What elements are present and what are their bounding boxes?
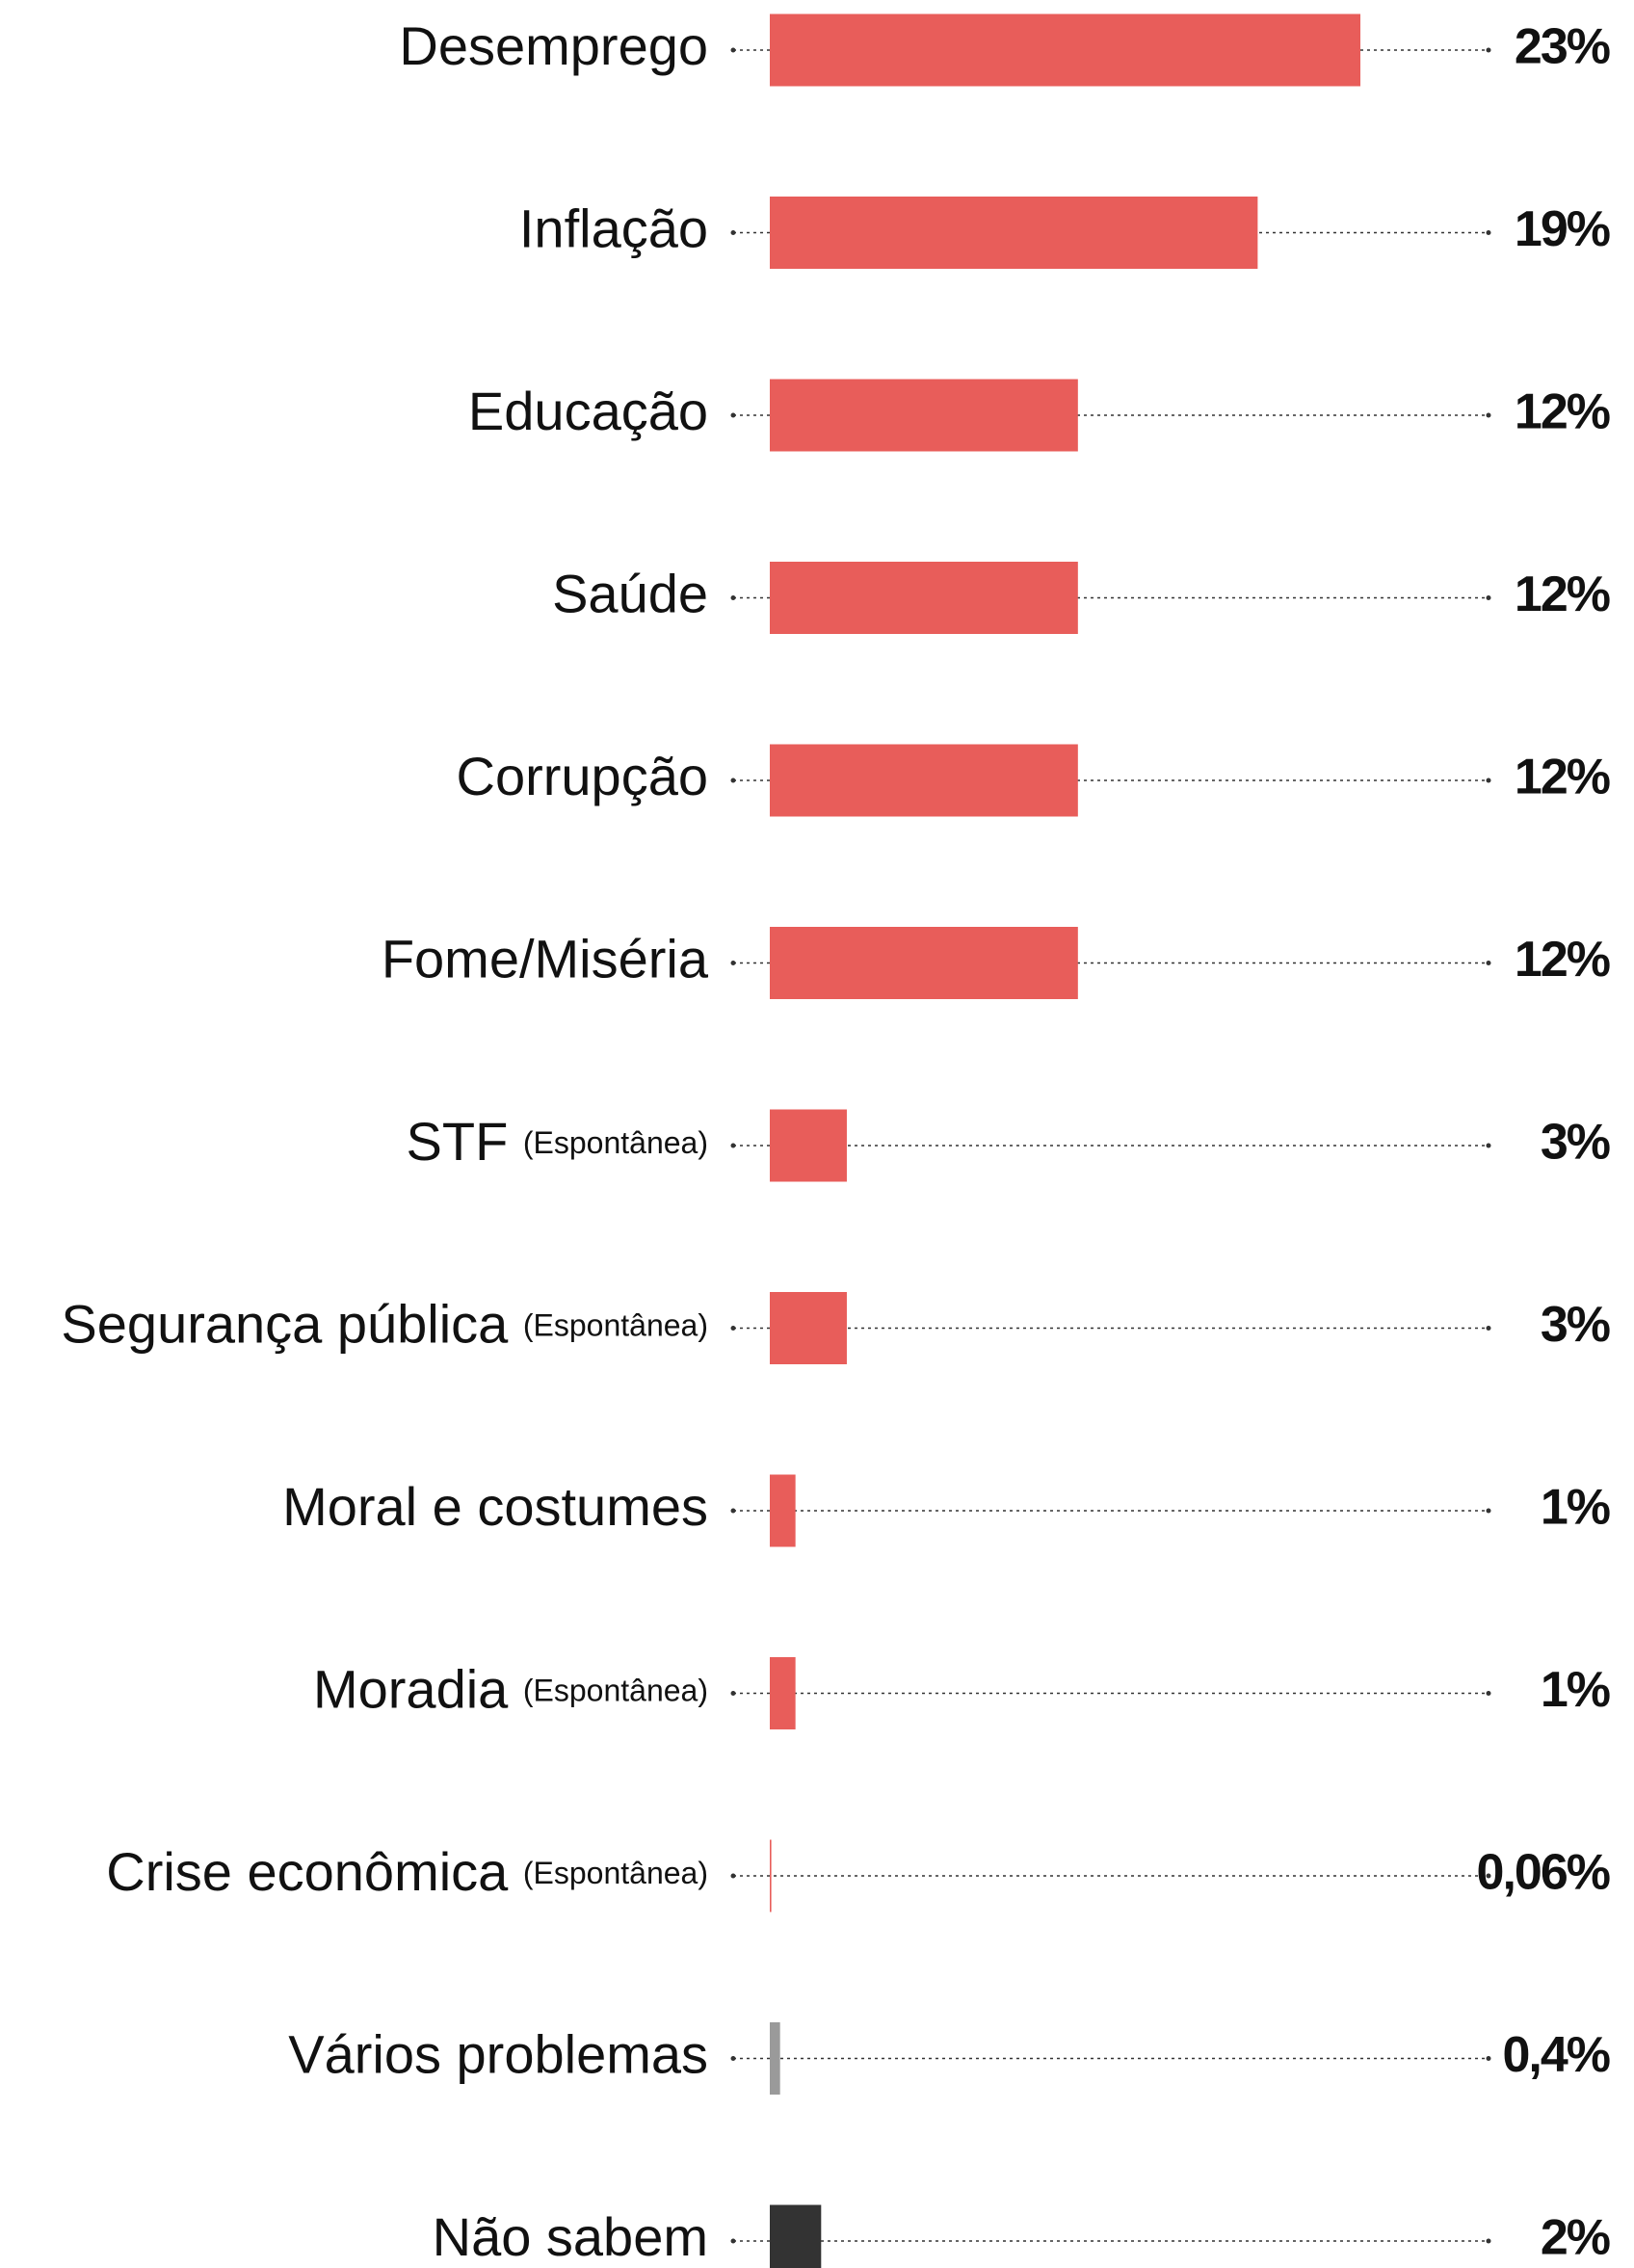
leader-dot [730, 2056, 736, 2061]
leader-dot [1486, 2238, 1491, 2244]
leader-dot [1486, 1873, 1491, 1879]
category-name: Moradia [313, 1658, 509, 1719]
leader-dot [1486, 230, 1491, 235]
category-label: Saúde [552, 563, 708, 623]
leader-dot [730, 1691, 736, 1696]
value-label: 2% [1541, 2210, 1610, 2266]
leader-dot [1486, 1508, 1491, 1514]
leader-dot [730, 412, 736, 418]
leader-dot [1486, 2056, 1491, 2061]
category-note: (Espontânea) [523, 1856, 708, 1890]
category-label: Segurança pública (Espontânea) [61, 1293, 708, 1354]
category-label: Crise econômica (Espontânea) [106, 1841, 708, 1902]
value-label: 12% [1515, 567, 1610, 622]
category-name: Desemprego [399, 15, 708, 76]
leader-dot [1486, 961, 1491, 965]
leader-dot [730, 230, 736, 235]
leader-dot [730, 1143, 736, 1148]
category-label: Corrupção [457, 746, 708, 806]
leader-dot [1486, 595, 1491, 600]
bar [770, 927, 1078, 999]
value-label: 19% [1515, 201, 1610, 257]
category-note: (Espontânea) [523, 1125, 708, 1160]
category-name: Educação [468, 381, 708, 441]
leader-dot [1486, 47, 1491, 53]
leader-dot [1486, 412, 1491, 418]
leader-dot [730, 47, 736, 53]
category-label: Moradia (Espontânea) [313, 1658, 708, 1719]
bar [770, 1657, 796, 1729]
category-label: Moral e costumes [282, 1476, 708, 1537]
bar [770, 1474, 796, 1547]
bar [770, 379, 1078, 452]
value-label: 3% [1541, 1115, 1610, 1171]
leader-dot [730, 1508, 736, 1514]
leader-dot [1486, 1326, 1491, 1331]
value-label: 12% [1515, 932, 1610, 988]
value-label: 1% [1541, 1480, 1610, 1536]
leader-dot [730, 778, 736, 783]
category-label: Não sabem [433, 2206, 708, 2267]
category-name: Fome/Miséria [382, 928, 709, 989]
category-name: Inflação [519, 198, 708, 258]
category-label: Inflação [519, 198, 708, 258]
leader-dot [1486, 778, 1491, 783]
category-name: Moral e costumes [282, 1476, 708, 1537]
value-label: 23% [1515, 19, 1610, 75]
category-label: Fome/Miséria [382, 928, 709, 989]
bar [770, 2022, 780, 2095]
category-space [508, 1293, 523, 1354]
category-name: STF [407, 1111, 509, 1172]
value-label: 1% [1541, 1662, 1610, 1718]
value-label: 3% [1541, 1297, 1610, 1353]
bar [770, 1109, 847, 1182]
leader-dot [730, 961, 736, 965]
bar [770, 2204, 822, 2268]
value-label: 0,06% [1477, 1845, 1610, 1901]
category-name: Corrupção [457, 746, 708, 806]
category-note: (Espontânea) [523, 1674, 708, 1708]
leader-dot [1486, 1691, 1491, 1696]
leader-dot [730, 1326, 736, 1331]
category-name: Crise econômica [106, 1841, 509, 1902]
bar [770, 562, 1078, 634]
leader-dot [730, 595, 736, 600]
category-label: Vários problemas [288, 2023, 708, 2084]
value-label: 12% [1515, 750, 1610, 805]
category-label: STF (Espontânea) [407, 1111, 708, 1172]
category-space [508, 1841, 523, 1902]
value-label: 12% [1515, 384, 1610, 440]
value-label: 0,4% [1502, 2027, 1609, 2083]
category-space [508, 1111, 523, 1172]
leader-dot [1486, 1143, 1491, 1148]
leader-dot [730, 1873, 736, 1879]
category-label: Desemprego [399, 15, 708, 76]
bar [770, 13, 1360, 87]
category-name: Saúde [552, 563, 708, 623]
category-name: Segurança pública [61, 1293, 509, 1354]
leader-dot [730, 2238, 736, 2244]
bar [770, 1292, 847, 1364]
bar [770, 1839, 772, 1912]
category-name: Não sabem [433, 2206, 708, 2267]
category-note: (Espontânea) [523, 1308, 708, 1343]
bar [770, 197, 1258, 269]
category-space [508, 1658, 523, 1719]
category-name: Vários problemas [288, 2023, 708, 2084]
category-label: Educação [468, 381, 708, 441]
bar [770, 744, 1078, 817]
